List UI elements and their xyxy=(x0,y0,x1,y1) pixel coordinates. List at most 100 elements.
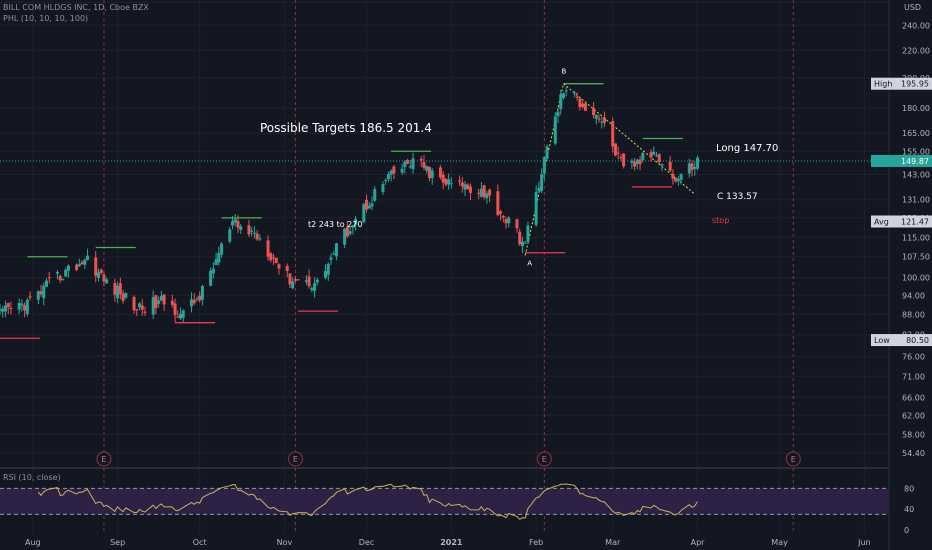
candle-body xyxy=(135,309,139,311)
candle-body xyxy=(157,300,161,304)
candle-body xyxy=(209,270,213,286)
candle-body xyxy=(441,174,445,183)
candle-body xyxy=(676,178,680,182)
month-tick-label: Sep xyxy=(110,538,125,547)
price-tick-label: 220.00 xyxy=(902,46,930,55)
candle-body xyxy=(657,154,661,163)
month-tick-label: Feb xyxy=(529,538,543,547)
candle-body xyxy=(649,152,653,158)
candle-body xyxy=(75,264,79,270)
candle-body xyxy=(406,159,410,164)
candle-body xyxy=(449,183,453,185)
candle-body xyxy=(660,164,664,166)
candle-body xyxy=(690,163,694,170)
candle-body xyxy=(430,170,434,179)
candle-body xyxy=(603,117,607,123)
earnings-marker-label: E xyxy=(293,455,298,464)
candle-body xyxy=(255,233,259,240)
candle-body xyxy=(293,279,297,281)
candle-body xyxy=(477,192,481,194)
candle-body xyxy=(80,262,84,265)
candle-body xyxy=(504,219,508,224)
candle-body xyxy=(1,308,5,312)
candle-body xyxy=(252,232,256,234)
candle-body xyxy=(6,303,10,307)
candle-body xyxy=(485,193,489,199)
month-tick-label: Aug xyxy=(25,538,41,547)
candle-body xyxy=(105,279,109,284)
candle-body xyxy=(370,203,374,207)
rsi-line xyxy=(37,483,698,520)
candle-body xyxy=(17,303,21,310)
candle-body xyxy=(633,161,637,167)
candle-body xyxy=(310,288,314,290)
candle-body xyxy=(444,178,448,185)
candle-body xyxy=(296,279,300,281)
candle-body xyxy=(176,316,180,318)
candle-body xyxy=(613,143,617,156)
candle-body xyxy=(269,253,273,261)
candle-body xyxy=(66,265,70,271)
price-tick-label: 115.00 xyxy=(902,233,930,242)
candle-body xyxy=(315,279,319,283)
candle-body xyxy=(192,299,196,304)
candle-body xyxy=(638,159,642,165)
candle-body xyxy=(365,199,369,210)
candle-body xyxy=(189,299,193,307)
candle-body xyxy=(458,180,462,182)
candle-body xyxy=(181,310,185,318)
candle-body xyxy=(616,152,620,154)
candle-body xyxy=(499,211,503,214)
price-tick-label: 54.40 xyxy=(902,449,925,458)
candle-body xyxy=(116,285,120,299)
candle-body xyxy=(9,308,13,310)
candle-body xyxy=(373,189,377,201)
candle-body xyxy=(36,291,40,300)
candle-body xyxy=(578,98,582,108)
candle-body xyxy=(285,265,289,272)
candle-body xyxy=(154,295,158,309)
candle-body xyxy=(291,281,295,289)
price-tick-label: 107.50 xyxy=(902,253,930,262)
candle-body xyxy=(619,156,623,158)
candle-body xyxy=(329,257,333,260)
candle-body xyxy=(545,146,549,159)
price-tick-label: 88.00 xyxy=(902,310,925,319)
candle-body xyxy=(408,166,412,168)
candle-body xyxy=(45,280,49,287)
candle-body xyxy=(124,293,128,298)
candle-body xyxy=(362,204,366,223)
low-tag xyxy=(871,334,932,347)
candle-body xyxy=(332,253,336,255)
candle-body xyxy=(466,184,470,189)
price-tick-label: 180.00 xyxy=(902,104,930,113)
candle-body xyxy=(162,294,166,305)
candle-body xyxy=(515,219,519,229)
candle-body xyxy=(343,228,347,245)
candle-body xyxy=(389,170,393,175)
candle-body xyxy=(195,298,199,300)
month-tick-label: Apr xyxy=(691,538,706,547)
candle-body xyxy=(447,179,451,185)
candle-body xyxy=(99,269,103,273)
candle-body xyxy=(381,183,385,192)
candle-body xyxy=(143,311,147,313)
candle-body xyxy=(96,272,100,278)
candle-body xyxy=(668,161,672,171)
candle-body xyxy=(600,121,604,123)
point-b-label: B xyxy=(561,68,566,76)
candle-body xyxy=(233,219,237,223)
earnings-marker xyxy=(536,451,552,467)
candle-body xyxy=(266,240,270,257)
candle-body xyxy=(384,179,388,181)
avg-tag-name: Avg xyxy=(874,218,889,227)
candle-body xyxy=(42,285,46,299)
price-tick-label: 71.00 xyxy=(902,372,925,381)
candle-body xyxy=(400,168,404,173)
rsi-tick-label: 80 xyxy=(904,484,914,493)
earnings-marker xyxy=(287,451,303,467)
candle-body xyxy=(64,269,68,277)
candle-body xyxy=(159,295,163,301)
long-entry-note: Long 147.70 xyxy=(716,143,778,154)
